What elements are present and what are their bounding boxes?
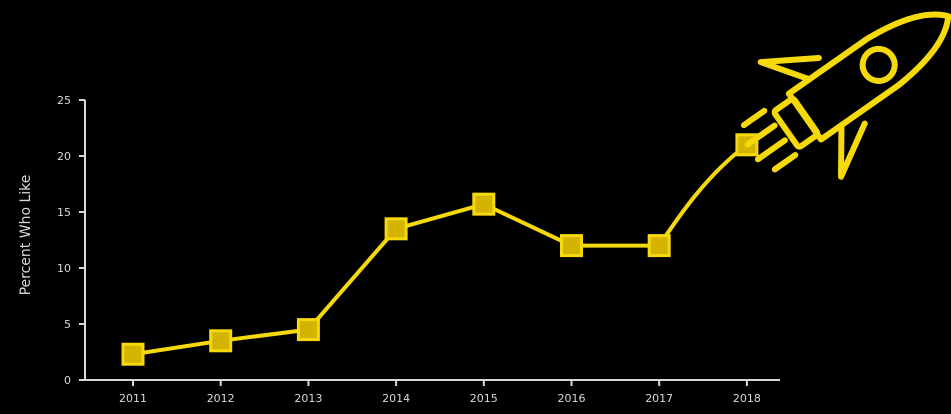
x-tick-label: 2011: [119, 392, 147, 405]
rocket-window: [859, 45, 898, 84]
y-tick-label: 0: [64, 374, 71, 387]
data-point-marker: [560, 234, 583, 258]
x-axis-ticks: 2011 2012 2013 2014 2015 2016 2017 2018: [119, 380, 761, 405]
rocket-fin-top: [757, 54, 822, 83]
y-tick-label: 20: [57, 150, 71, 163]
y-tick-label: 10: [57, 262, 71, 275]
rocket-body: [785, 11, 951, 143]
y-tick-label: 25: [57, 94, 71, 107]
series-layer: [121, 133, 759, 366]
x-tick-label: 2015: [470, 392, 498, 405]
data-point-marker: [384, 217, 408, 241]
x-tick-label: 2016: [558, 392, 586, 405]
x-tick-label: 2013: [294, 392, 322, 405]
data-point-marker: [472, 192, 496, 216]
x-tick-label: 2014: [382, 392, 410, 405]
y-axis-ticks: 0 5 10 15 20 25: [57, 94, 85, 387]
data-point-marker: [121, 342, 145, 366]
series-line: [131, 142, 749, 357]
x-tick-label: 2012: [207, 392, 235, 405]
data-point-marker: [209, 329, 233, 353]
exhaust-line-4: [771, 152, 799, 173]
y-axis-title: Percent Who Like: [18, 175, 34, 296]
y-tick-label: 15: [57, 206, 71, 219]
rocket-icon: [740, 11, 951, 180]
exhaust-line-3: [754, 137, 788, 163]
y-tick-label: 5: [64, 318, 71, 331]
data-point-marker: [296, 318, 320, 342]
data-point-marker: [647, 234, 671, 258]
rocket-fin-bottom: [838, 120, 868, 180]
exhaust-line-1: [740, 107, 768, 129]
rocket-nozzle: [771, 96, 821, 150]
chart-axes: [84, 100, 780, 381]
x-tick-label: 2017: [645, 392, 673, 405]
x-tick-label: 2018: [733, 392, 761, 405]
exhaust-line-2: [744, 122, 778, 148]
